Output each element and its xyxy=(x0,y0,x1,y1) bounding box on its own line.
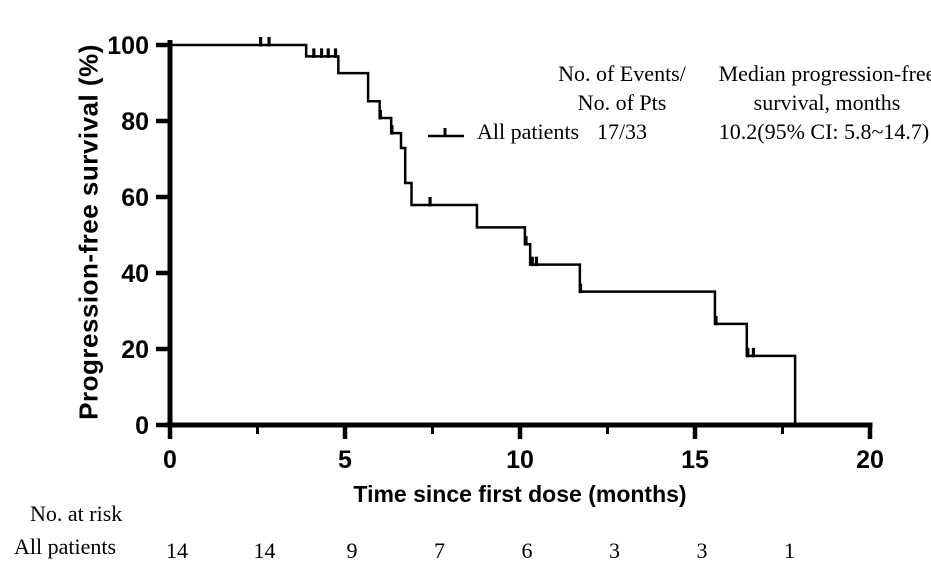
svg-text:20: 20 xyxy=(121,336,149,364)
risk-table-counts: 14 14 9 7 6 3 3 1 xyxy=(166,538,795,563)
svg-text:20: 20 xyxy=(856,446,884,474)
svg-text:10: 10 xyxy=(506,446,534,474)
legend-header-events: No. of Events/ No. of Pts xyxy=(558,59,686,117)
svg-text:6: 6 xyxy=(522,538,533,563)
svg-text:14: 14 xyxy=(254,538,276,563)
svg-text:1: 1 xyxy=(784,538,795,563)
svg-text:3: 3 xyxy=(609,538,620,563)
risk-table-row-label: All patients xyxy=(14,534,117,559)
svg-text:5: 5 xyxy=(338,446,352,474)
y-axis-title: Progression-free survival (%) xyxy=(73,44,104,420)
x-axis: 0 5 10 15 20 xyxy=(163,422,884,474)
svg-text:7: 7 xyxy=(434,538,445,563)
svg-text:60: 60 xyxy=(121,184,149,212)
x-axis-title: Time since first dose (months) xyxy=(353,481,687,507)
svg-text:3: 3 xyxy=(697,538,708,563)
legend-median-value: 10.2(95% CI: 5.8~14.7) xyxy=(718,119,930,144)
svg-text:80: 80 xyxy=(121,108,149,136)
svg-text:14: 14 xyxy=(166,538,188,563)
svg-text:0: 0 xyxy=(163,446,177,474)
svg-text:9: 9 xyxy=(347,538,358,563)
legend-header-median-line2: survival, months xyxy=(753,90,901,115)
legend-events-value: 17/33 xyxy=(596,119,648,144)
risk-table-header: No. at risk xyxy=(30,501,123,526)
svg-text:0: 0 xyxy=(135,412,149,440)
legend-header-median-line1: Median progression-free xyxy=(718,61,931,86)
legend-header-events-line2: No. of Pts xyxy=(577,90,667,115)
km-line-legend-icon xyxy=(428,128,464,138)
svg-text:40: 40 xyxy=(121,260,149,288)
legend-header-median: Median progression-free survival, months xyxy=(719,59,931,117)
censor-ticks xyxy=(259,37,756,358)
legend-header-events-line1: No. of Events/ xyxy=(558,61,686,86)
svg-text:100: 100 xyxy=(107,32,149,60)
svg-text:15: 15 xyxy=(681,446,709,474)
km-curve xyxy=(170,43,797,425)
y-axis: 0 20 40 60 80 100 xyxy=(107,32,173,440)
legend-series-name: All patients xyxy=(477,119,580,144)
